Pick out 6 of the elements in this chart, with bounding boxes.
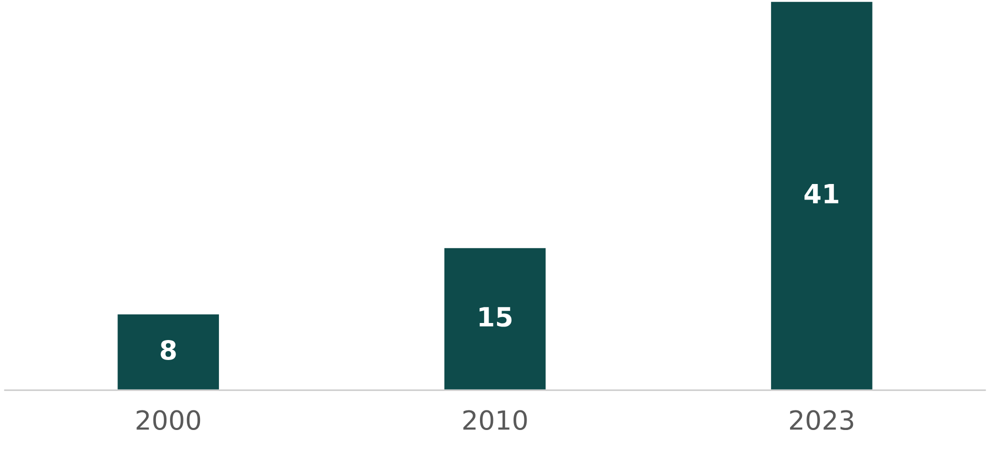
x-tick-label: 2000	[136, 410, 200, 430]
data-label: 15	[480, 307, 512, 327]
x-tick-label: 2023	[790, 410, 854, 430]
data-label: 8	[160, 340, 176, 360]
data-label: 41	[804, 184, 838, 204]
x-tick-label: 2010	[463, 410, 527, 430]
